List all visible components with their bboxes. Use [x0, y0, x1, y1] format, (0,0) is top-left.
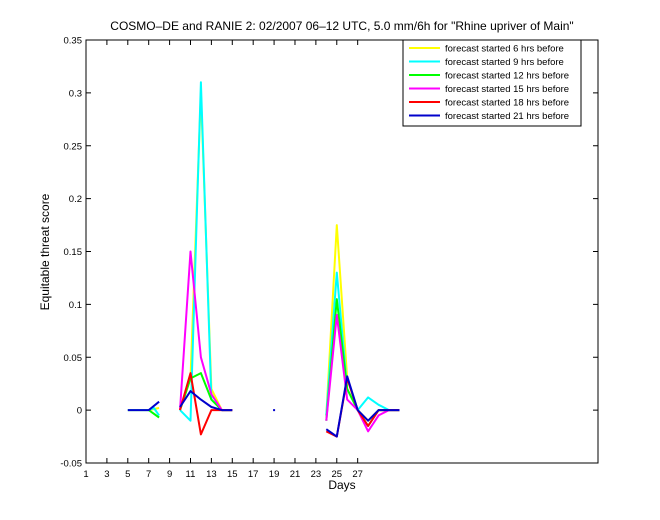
series-segment	[179, 390, 233, 412]
legend: forecast started 6 hrs before forecast st…	[402, 39, 582, 127]
y-tick-label: 0.35	[64, 36, 83, 47]
x-tick-label: 9	[167, 469, 172, 480]
series-layer	[127, 81, 400, 438]
legend-entry: forecast started 15 hrs before	[445, 84, 569, 95]
y-tick-label: 0.3	[69, 88, 82, 99]
legend-entry: forecast started 21 hrs before	[445, 111, 569, 122]
y-tick-label: 0.15	[64, 247, 83, 258]
x-tick-label: 23	[311, 469, 322, 480]
x-tick-label: 27	[352, 469, 363, 480]
series-segment	[148, 409, 160, 419]
y-tick-label: 0.1	[69, 300, 82, 311]
x-tick-label: 17	[248, 469, 259, 480]
axis-ticks: 1 3 5 7 9 11 13 15 17 19 21 23 25 27-0.0500.050.10.15…	[60, 36, 598, 480]
legend-box	[402, 39, 582, 127]
x-tick-label: 7	[146, 469, 151, 480]
x-tick-label: 11	[186, 469, 196, 480]
y-tick-label: 0	[77, 406, 82, 417]
series-segment	[127, 400, 160, 412]
x-tick-label: 19	[269, 469, 280, 480]
x-tick-label: 1	[83, 469, 88, 480]
chart-title: COSMO–DE and RANIE 2: 02/2007 06–12 UTC,…	[110, 19, 573, 33]
x-tick-label: 15	[227, 469, 238, 480]
y-tick-label: 0.2	[69, 194, 82, 205]
x-tick-label: 25	[331, 469, 342, 480]
x-axis-label: Days	[328, 478, 355, 492]
y-axis-label: Equitable threat score	[38, 193, 52, 310]
series-segment	[325, 375, 400, 438]
y-tick-label: -0.05	[60, 459, 82, 470]
legend-entry: forecast started 12 hrs before	[445, 71, 569, 82]
legend-entry: forecast started 9 hrs before	[445, 57, 564, 68]
x-tick-label: 5	[125, 469, 130, 480]
legend-entry: forecast started 18 hrs before	[445, 98, 569, 109]
series-line	[127, 375, 400, 438]
y-tick-label: 0.25	[64, 141, 83, 152]
legend-entry: forecast started 6 hrs before	[445, 44, 564, 55]
x-tick-label: 13	[206, 469, 217, 480]
x-tick-label: 3	[104, 469, 109, 480]
x-tick-label: 21	[290, 469, 301, 480]
y-tick-label: 0.05	[64, 353, 83, 364]
